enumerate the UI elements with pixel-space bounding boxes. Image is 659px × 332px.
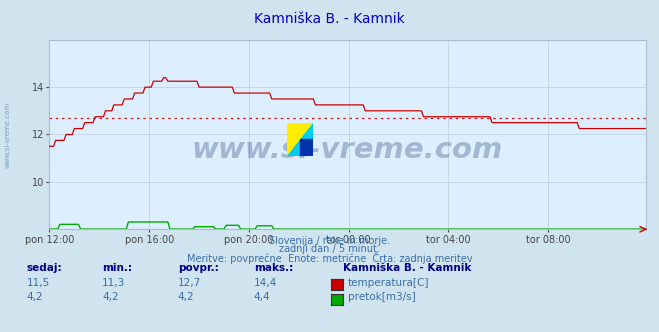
Text: sedaj:: sedaj: [26, 263, 62, 273]
Text: 11,3: 11,3 [102, 278, 125, 288]
Text: Kamniška B. - Kamnik: Kamniška B. - Kamnik [343, 263, 471, 273]
Text: 14,4: 14,4 [254, 278, 277, 288]
Text: Meritve: povprečne  Enote: metrične  Črta: zadnja meritev: Meritve: povprečne Enote: metrične Črta:… [186, 252, 473, 264]
Text: 12,7: 12,7 [178, 278, 201, 288]
Text: povpr.:: povpr.: [178, 263, 219, 273]
Text: min.:: min.: [102, 263, 132, 273]
Text: pretok[m3/s]: pretok[m3/s] [348, 292, 416, 302]
Text: temperatura[C]: temperatura[C] [348, 278, 430, 288]
Text: 4,4: 4,4 [254, 292, 270, 302]
Text: Kamniška B. - Kamnik: Kamniška B. - Kamnik [254, 12, 405, 26]
Text: 11,5: 11,5 [26, 278, 49, 288]
Text: 4,2: 4,2 [26, 292, 43, 302]
Text: zadnji dan / 5 minut.: zadnji dan / 5 minut. [279, 244, 380, 254]
Polygon shape [287, 123, 313, 156]
Text: maks.:: maks.: [254, 263, 293, 273]
Polygon shape [300, 139, 313, 156]
Polygon shape [287, 123, 313, 156]
Text: www.si-vreme.com: www.si-vreme.com [192, 135, 503, 164]
Text: www.si-vreme.com: www.si-vreme.com [5, 101, 11, 168]
Text: 4,2: 4,2 [178, 292, 194, 302]
Text: Slovenija / reke in morje.: Slovenija / reke in morje. [269, 236, 390, 246]
Text: 4,2: 4,2 [102, 292, 119, 302]
